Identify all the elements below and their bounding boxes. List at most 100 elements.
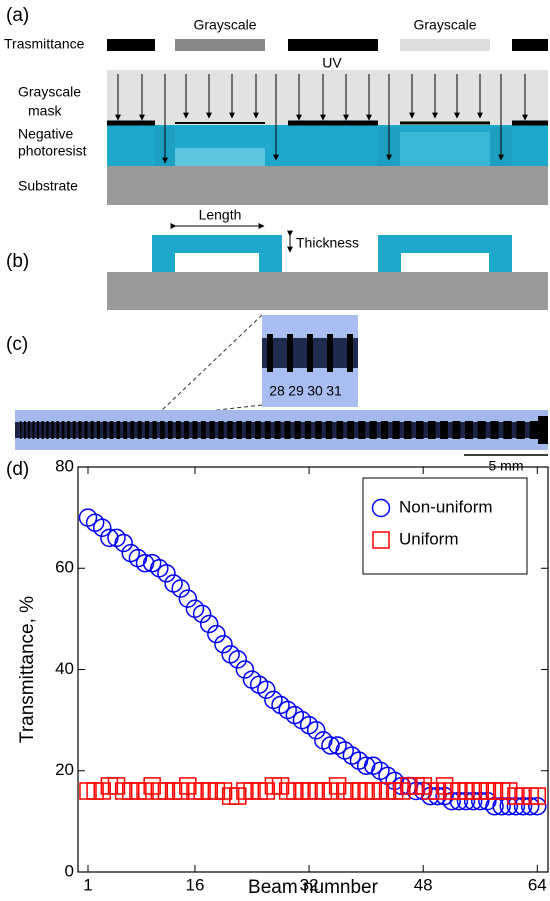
strip-beam <box>32 421 35 439</box>
y-axis-label: Transmittance, % <box>17 596 38 743</box>
x-tick-label: 48 <box>414 875 433 894</box>
strip-beam <box>416 421 424 439</box>
strip-beam <box>192 421 198 439</box>
strip-beam <box>51 421 54 439</box>
data-point <box>463 791 483 811</box>
strip-beam <box>227 421 233 439</box>
panel-label: (a) <box>6 5 29 26</box>
substrate <box>107 272 548 310</box>
transmittance-strip <box>378 39 400 51</box>
data-point <box>428 782 447 800</box>
strip-beam <box>284 421 291 439</box>
strip-beam <box>380 421 389 439</box>
strip-beam <box>144 421 150 439</box>
data-point <box>93 782 111 800</box>
strip-beam <box>264 421 271 439</box>
x-tick-label: 16 <box>186 875 205 894</box>
strip-beam <box>84 421 88 439</box>
length-label: Length <box>199 207 242 223</box>
strip-beam <box>78 421 82 439</box>
data-point <box>470 791 490 811</box>
legend-marker <box>372 531 390 549</box>
transmittance-strip <box>490 39 512 51</box>
beam-gap <box>175 253 259 272</box>
data-point <box>214 782 233 800</box>
data-point <box>513 796 533 816</box>
strip-beam <box>440 421 448 439</box>
data-point <box>257 680 276 699</box>
legend-box <box>362 477 528 575</box>
strip-beam <box>168 421 173 439</box>
data-point <box>229 787 247 805</box>
strip-beam <box>90 421 94 439</box>
strip-beam <box>61 421 65 439</box>
mask-bar <box>175 122 265 124</box>
strip-beam <box>503 421 512 439</box>
strip-beam <box>130 421 135 439</box>
transmittance-strip <box>155 39 175 51</box>
y-tick-label: 0 <box>65 861 74 880</box>
beam-label: 30 <box>307 383 323 399</box>
strip-beam <box>36 421 39 439</box>
data-point <box>528 787 547 805</box>
mask-bar <box>107 120 155 126</box>
data-point <box>500 782 518 800</box>
strip-beam <box>294 421 301 439</box>
data-point <box>157 564 176 583</box>
layer-label: mask <box>28 103 62 119</box>
strip-beam <box>529 421 539 439</box>
layer-label: Substrate <box>18 178 78 194</box>
data-point <box>228 650 248 669</box>
transmittance-strip <box>400 39 490 51</box>
panel-label: (d) <box>6 459 29 480</box>
data-point <box>214 634 233 654</box>
strip-beam <box>123 421 128 439</box>
strip-beam <box>236 421 242 439</box>
strip-end <box>538 416 548 444</box>
data-point <box>235 660 255 679</box>
strip-beam <box>20 421 22 439</box>
strip-beam <box>516 421 525 439</box>
beam-label: 31 <box>326 383 342 399</box>
strip-beam <box>336 421 344 439</box>
strip-beam <box>116 421 121 439</box>
data-point <box>506 796 526 816</box>
mask-area <box>107 70 548 125</box>
data-point <box>492 796 511 816</box>
strip-beam <box>304 421 312 439</box>
strip-beam <box>28 421 30 439</box>
data-point <box>107 777 126 795</box>
strip-beam <box>392 421 400 439</box>
transmittance-strip <box>175 39 265 51</box>
data-point <box>192 604 212 624</box>
strip-beam <box>490 421 499 439</box>
uv-label: UV <box>322 55 342 71</box>
strip-beam <box>103 421 107 439</box>
y-tick-label: 60 <box>55 558 74 577</box>
strip-beam <box>176 421 181 439</box>
scale-label: 5 mm <box>489 458 524 474</box>
y-tick-label: 80 <box>55 456 74 475</box>
data-point <box>321 782 340 800</box>
inset-beam <box>347 334 353 372</box>
strip-beam <box>200 421 206 439</box>
strip-beam <box>160 421 165 439</box>
data-point <box>328 777 347 795</box>
x-tick-label: 64 <box>528 875 547 894</box>
data-point <box>528 796 547 816</box>
strip-beam <box>72 421 76 439</box>
data-point <box>179 777 197 795</box>
strip-beam <box>137 421 142 439</box>
legend-label: Non-uniform <box>399 497 493 516</box>
transmittance-strip <box>265 39 288 51</box>
inset-beam <box>307 334 313 372</box>
strip-beam <box>315 421 322 439</box>
y-tick-label: 20 <box>55 760 74 779</box>
data-point <box>171 579 190 598</box>
y-tick-label: 40 <box>55 659 74 678</box>
strip-beam <box>428 421 436 439</box>
mask-bar <box>288 120 378 126</box>
exposed-region <box>400 132 490 166</box>
layer-label: Grayscale <box>18 84 81 100</box>
